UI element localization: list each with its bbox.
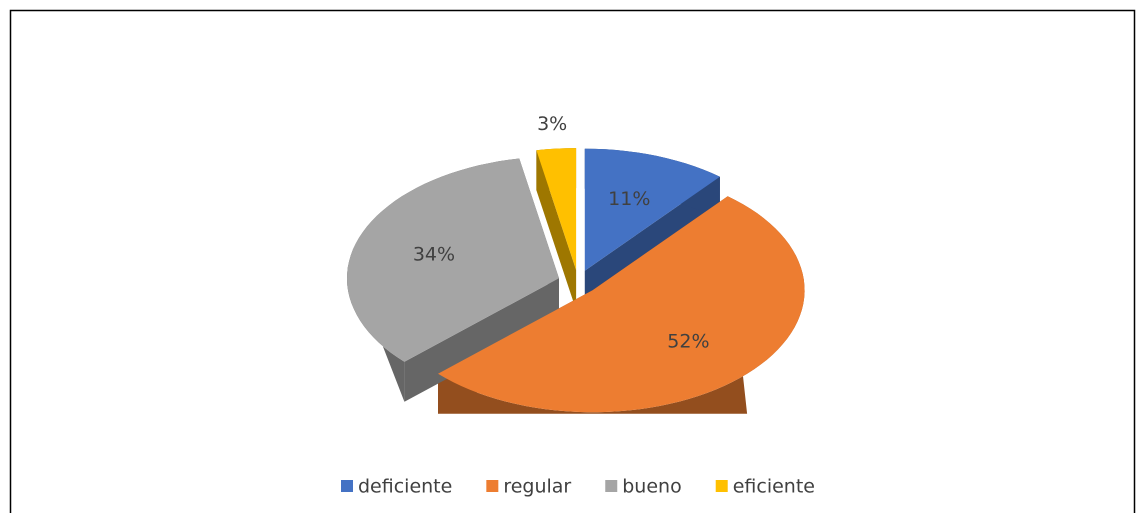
slice bbox=[536, 148, 577, 271]
value-label: 3% bbox=[537, 113, 567, 135]
legend-swatch bbox=[486, 480, 499, 492]
value-label: 52% bbox=[667, 330, 709, 352]
value-label: 11% bbox=[608, 188, 650, 210]
legend-swatch bbox=[715, 480, 728, 492]
slice-wall bbox=[536, 150, 577, 311]
legend-label: bueno bbox=[622, 476, 681, 498]
legend-label: regular bbox=[503, 476, 571, 498]
legend-label: eficiente bbox=[733, 476, 815, 498]
slice bbox=[438, 196, 805, 413]
legend: deficiente regular bueno eficiente bbox=[341, 476, 815, 498]
legend-swatch bbox=[605, 480, 618, 492]
slice-tops bbox=[347, 148, 805, 413]
slice-wall bbox=[404, 278, 559, 402]
slice-side bbox=[438, 196, 805, 414]
legend-label: deficiente bbox=[358, 476, 452, 498]
slice bbox=[584, 148, 720, 271]
value-label: 34% bbox=[413, 243, 455, 265]
legend-swatch bbox=[341, 480, 353, 492]
slice bbox=[347, 158, 559, 362]
